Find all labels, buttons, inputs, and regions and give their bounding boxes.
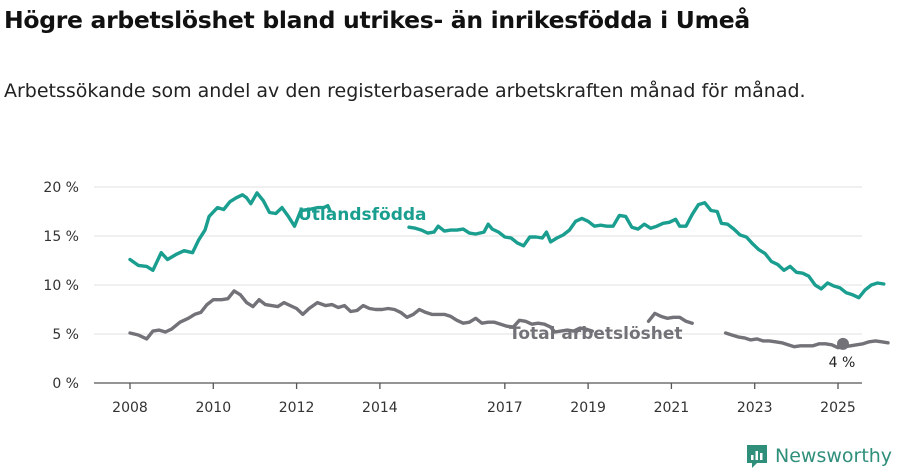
x-axis: 2008 2010 2012 2014 2017 2019 2021 2023 2025	[94, 382, 862, 416]
y-tick-label: 10 %	[43, 278, 79, 294]
y-tick-label: 0 %	[52, 376, 79, 392]
grid-lines: 0 % 5 % 10 % 15 % 20 %	[43, 180, 862, 392]
chart-labels: Utlandsfödda Total arbetslöshet 4 %	[298, 205, 855, 371]
newsworthy-logo-icon	[747, 445, 767, 468]
x-tick-label: 2025	[820, 400, 856, 416]
end-point-marker	[837, 337, 849, 350]
series-lines	[128, 191, 890, 350]
series-label-utlandsfodda: Utlandsfödda	[298, 205, 427, 225]
x-tick-label: 2023	[737, 400, 773, 416]
x-tick-label: 2019	[570, 400, 606, 416]
brand-logo[interactable]: Newsworthy	[745, 442, 892, 470]
y-tick-label: 5 %	[52, 327, 79, 343]
y-tick-label: 20 %	[43, 180, 79, 196]
x-tick-label: 2010	[195, 400, 231, 416]
end-value-label: 4 %	[829, 355, 856, 371]
series-label-total: Total arbetslöshet	[509, 324, 683, 344]
page-subtitle: Arbetssökande som andel av den registerb…	[4, 80, 806, 102]
x-tick-label: 2008	[112, 400, 148, 416]
x-tick-label: 2014	[362, 400, 398, 416]
y-tick-label: 15 %	[43, 229, 79, 245]
brand-name: Newsworthy	[775, 445, 893, 467]
series-line-utlandsfodda	[128, 191, 886, 300]
series-line-total	[128, 289, 890, 350]
page-title: Högre arbetslöshet bland utrikes- än inr…	[4, 6, 750, 34]
x-tick-label: 2017	[487, 400, 523, 416]
x-tick-label: 2012	[279, 400, 315, 416]
x-tick-label: 2021	[654, 400, 690, 416]
